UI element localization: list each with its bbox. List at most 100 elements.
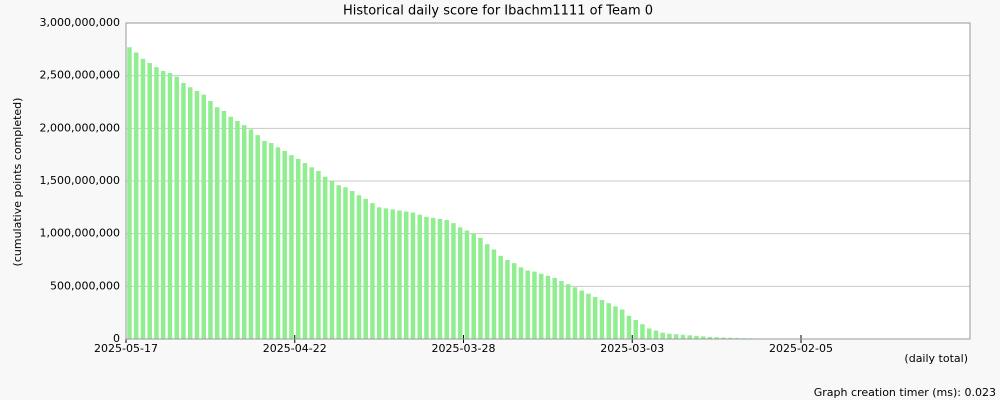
bar	[518, 267, 524, 339]
x-tick-label: 2025-03-28	[432, 342, 496, 355]
bar	[424, 216, 429, 339]
bar	[187, 87, 193, 340]
bar	[262, 140, 267, 339]
bar	[707, 336, 713, 339]
bar	[626, 315, 632, 339]
bar	[160, 70, 166, 339]
y-tick-label: 2,500,000,000	[40, 69, 120, 82]
bar	[228, 116, 233, 339]
bar	[140, 58, 146, 340]
bar	[714, 337, 719, 339]
bar	[592, 296, 598, 339]
bar	[383, 208, 389, 339]
bar	[680, 334, 686, 339]
bar	[275, 147, 281, 339]
bar	[646, 328, 652, 339]
bar	[653, 330, 659, 339]
bar	[248, 129, 254, 339]
bar	[363, 198, 368, 339]
plot-border	[125, 22, 971, 340]
y-tick-label: 1,500,000,000	[40, 174, 120, 187]
bar	[390, 209, 395, 339]
bar	[586, 293, 591, 339]
bar	[552, 277, 557, 339]
bar	[545, 275, 551, 339]
bar	[579, 290, 584, 339]
bar	[370, 203, 375, 339]
bar	[538, 273, 544, 339]
bar	[667, 333, 672, 339]
bar	[619, 309, 625, 339]
bar	[478, 237, 483, 339]
y-tick-label: 3,000,000,000	[40, 16, 120, 29]
bar	[397, 210, 402, 339]
bar	[302, 163, 308, 339]
bar	[201, 94, 206, 339]
bar	[181, 83, 186, 339]
bar	[694, 335, 699, 339]
x-tick-label: 2025-04-22	[263, 342, 327, 355]
bar	[444, 219, 449, 339]
y-tick-label: 500,000,000	[50, 279, 120, 292]
bar	[133, 52, 139, 339]
x-tick-label: 2025-02-05	[769, 342, 833, 355]
bar	[498, 255, 503, 339]
bar	[289, 155, 294, 339]
bar	[633, 320, 638, 339]
bar	[660, 332, 665, 339]
x-tick-label: 2025-03-03	[600, 342, 664, 355]
bar	[194, 90, 200, 339]
bar	[349, 191, 355, 339]
bar	[572, 287, 578, 339]
bar	[268, 143, 274, 339]
bar	[167, 73, 173, 340]
bar	[700, 336, 706, 339]
x-tick-label: 2025-05-17	[94, 342, 158, 355]
bar	[525, 270, 530, 339]
bar	[430, 217, 436, 339]
bar	[356, 195, 362, 339]
footer: Graph creation timer (ms): 0.023	[814, 386, 996, 399]
y-axis-label: (cumulative points completed)	[11, 98, 24, 267]
bar	[255, 135, 260, 339]
bar	[613, 306, 618, 339]
bar	[640, 324, 645, 339]
bar	[457, 227, 463, 339]
bar	[721, 337, 726, 339]
bar	[606, 303, 611, 339]
bar	[484, 244, 490, 339]
bar	[376, 207, 382, 339]
y-tick-label: 0	[113, 332, 120, 345]
bar	[309, 167, 314, 339]
x-axis-label: (daily total)	[904, 352, 968, 365]
bar	[532, 271, 537, 339]
bar	[471, 233, 476, 339]
bar	[235, 120, 240, 340]
bar	[329, 181, 335, 339]
bar	[282, 150, 287, 339]
bar	[727, 337, 733, 339]
bar	[403, 211, 409, 339]
bar	[599, 300, 605, 339]
bar	[316, 170, 321, 339]
bar	[208, 100, 213, 340]
bar	[673, 334, 679, 339]
bar	[559, 281, 564, 339]
bar	[343, 187, 348, 339]
bar	[565, 284, 571, 339]
y-tick-label: 1,000,000,000	[40, 227, 120, 240]
bar	[437, 218, 443, 339]
bar	[451, 223, 456, 339]
bar	[154, 67, 159, 340]
bar	[336, 185, 341, 339]
y-tick-label: 2,000,000,000	[40, 121, 120, 134]
bar	[127, 47, 132, 340]
bar	[417, 214, 422, 339]
bar	[147, 63, 152, 339]
bar	[241, 125, 247, 339]
bar	[295, 158, 301, 339]
bar	[734, 337, 740, 339]
bar	[174, 76, 179, 339]
bar	[505, 260, 510, 339]
